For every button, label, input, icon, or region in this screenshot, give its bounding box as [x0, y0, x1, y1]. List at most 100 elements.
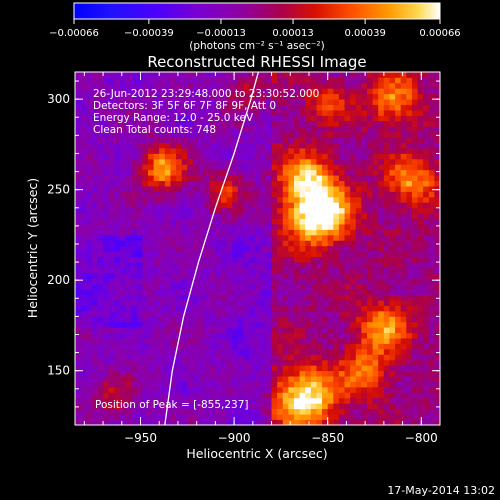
heatmap-cell — [187, 332, 194, 339]
heatmap-cell — [148, 251, 155, 258]
heatmap-cell — [254, 240, 261, 247]
heatmap-cell — [282, 294, 289, 301]
heatmap-cell — [277, 218, 284, 225]
heatmap-cell — [114, 310, 121, 317]
heatmap-cell — [80, 224, 87, 230]
heatmap-cell — [215, 240, 222, 247]
heatmap-cell — [383, 137, 390, 143]
heatmap-cell — [434, 104, 440, 111]
heatmap-cell — [372, 207, 379, 214]
heatmap-cell — [198, 240, 205, 247]
heatmap-cell — [164, 213, 171, 220]
heatmap-cell — [97, 262, 104, 268]
heatmap-cell — [383, 327, 390, 334]
heatmap-cell — [417, 213, 424, 220]
heatmap-cell — [243, 278, 250, 285]
heatmap-cell — [327, 365, 334, 372]
heatmap-cell — [108, 278, 115, 285]
heatmap-cell — [294, 294, 301, 301]
heatmap-cell — [221, 104, 228, 111]
heatmap-cell — [389, 72, 396, 78]
heatmap-cell — [153, 110, 160, 116]
heatmap-cell — [75, 403, 82, 410]
heatmap-cell — [119, 251, 126, 258]
heatmap-cell — [327, 414, 334, 420]
heatmap-cell — [417, 370, 424, 377]
heatmap-cell — [282, 148, 289, 154]
heatmap-cell — [192, 82, 199, 89]
heatmap-cell — [400, 202, 407, 209]
heatmap-cell — [282, 234, 289, 241]
heatmap-cell — [221, 381, 228, 388]
heatmap-cell — [367, 359, 374, 366]
heatmap-cell — [170, 191, 177, 198]
heatmap-cell — [91, 365, 98, 372]
heatmap-cell — [355, 343, 362, 350]
heatmap-cell — [176, 186, 183, 192]
heatmap-cell — [176, 99, 183, 105]
heatmap-cell — [176, 289, 183, 296]
heatmap-cell — [148, 300, 155, 306]
heatmap-cell — [288, 327, 295, 334]
heatmap-cell — [383, 300, 390, 306]
heatmap-cell — [108, 180, 115, 187]
heatmap-cell — [97, 332, 104, 339]
heatmap-cell — [176, 381, 183, 388]
heatmap-cell — [355, 332, 362, 339]
heatmap-cell — [361, 213, 368, 220]
heatmap-cell — [372, 354, 379, 361]
heatmap-cell — [148, 180, 155, 187]
heatmap-cell — [288, 126, 295, 133]
heatmap-cell — [153, 115, 160, 122]
heatmap-cell — [91, 262, 98, 268]
heatmap-cell — [243, 272, 250, 279]
heatmap-cell — [86, 262, 93, 268]
heatmap-cell — [119, 240, 126, 247]
heatmap-cell — [389, 191, 396, 198]
heatmap-cell — [108, 359, 115, 366]
heatmap-cell — [187, 218, 194, 225]
heatmap-cell — [114, 392, 121, 399]
solar-limb-line — [164, 72, 260, 425]
heatmap-cell — [322, 338, 329, 344]
heatmap-cell — [232, 88, 239, 95]
heatmap-cell — [282, 359, 289, 366]
heatmap-cell — [181, 229, 188, 236]
heatmap-cell — [159, 72, 166, 78]
heatmap-cell — [322, 300, 329, 306]
heatmap-cell — [91, 164, 98, 171]
heatmap-cell — [322, 169, 329, 176]
heatmap-cell — [232, 229, 239, 236]
heatmap-cell — [316, 359, 323, 366]
heatmap-cell — [338, 397, 345, 404]
heatmap-cell — [260, 88, 267, 95]
heatmap-cell — [423, 370, 430, 377]
heatmap-cell — [119, 180, 126, 187]
heatmap-cell — [164, 164, 171, 171]
heatmap-cell — [423, 240, 430, 247]
heatmap-cell — [221, 359, 228, 366]
heatmap-cell — [131, 278, 138, 285]
heatmap-cell — [322, 294, 329, 301]
heatmap-cell — [333, 321, 340, 328]
heatmap-cell — [215, 164, 222, 171]
heatmap-cell — [237, 99, 244, 105]
heatmap-cell — [400, 93, 407, 100]
heatmap-cell — [411, 99, 418, 105]
heatmap-cell — [333, 365, 340, 372]
heatmap-cell — [119, 169, 126, 176]
heatmap-cell — [148, 245, 155, 252]
heatmap-cell — [136, 99, 143, 105]
heatmap-cell — [372, 120, 379, 127]
heatmap-cell — [316, 131, 323, 138]
heatmap-cell — [367, 191, 374, 198]
heatmap-cell — [322, 131, 329, 138]
heatmap-cell — [428, 110, 435, 116]
heatmap-cell — [327, 93, 334, 100]
heatmap-cell — [395, 137, 402, 143]
heatmap-cell — [322, 240, 329, 247]
heatmap-cell — [299, 104, 306, 111]
heatmap-cell — [411, 376, 418, 382]
heatmap-cell — [148, 310, 155, 317]
heatmap-cell — [153, 392, 160, 399]
